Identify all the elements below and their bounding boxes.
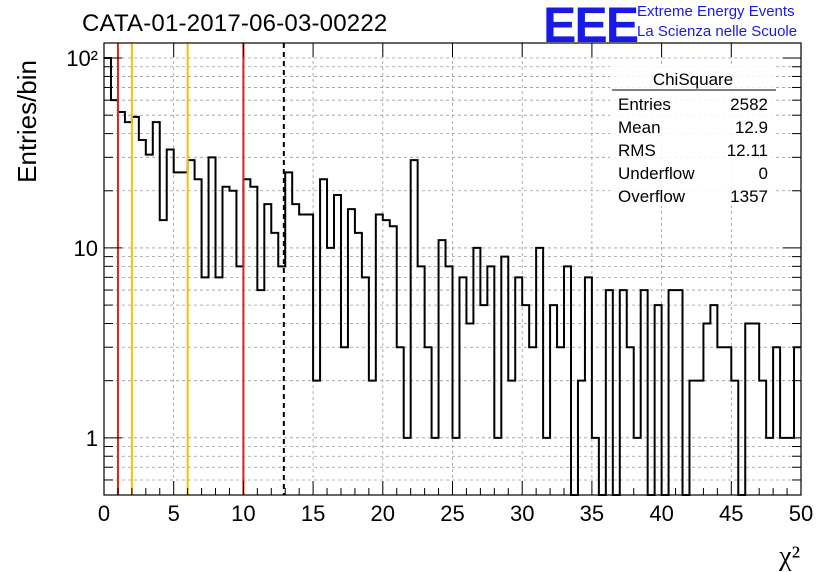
- histogram-bin: [153, 122, 160, 495]
- x-tick-label: 5: [168, 501, 180, 526]
- y-axis-label: Entries/bin: [12, 60, 42, 183]
- histogram-bin: [355, 233, 362, 495]
- histogram-bin: [397, 347, 404, 495]
- stats-label: Overflow: [618, 187, 686, 206]
- histogram-bin: [627, 347, 634, 495]
- histogram-bin: [411, 160, 418, 495]
- histogram-bin: [334, 195, 341, 495]
- histogram-bin: [703, 324, 710, 495]
- histogram-bin: [459, 277, 466, 495]
- histogram-bin: [515, 277, 522, 495]
- histogram-bin: [522, 305, 529, 495]
- histogram-bin: [585, 277, 592, 495]
- stats-value: 2582: [730, 95, 768, 114]
- histogram-bin: [425, 347, 432, 495]
- histogram-bin: [655, 305, 662, 495]
- stats-label: RMS: [618, 141, 656, 160]
- histogram-bin: [209, 157, 216, 495]
- x-axis-label: χ²: [778, 541, 800, 572]
- histogram-bin: [195, 179, 202, 495]
- histogram-series: [104, 57, 801, 496]
- x-tick-label: 35: [580, 501, 604, 526]
- x-tick-label: 15: [301, 501, 325, 526]
- stats-label: Entries: [618, 95, 671, 114]
- histogram-bin: [222, 187, 229, 495]
- histogram-bin: [710, 305, 717, 495]
- x-tick-label: 25: [440, 501, 464, 526]
- histogram-bin: [620, 290, 627, 495]
- histogram-bin: [188, 160, 195, 495]
- y-tick-label: 1: [86, 426, 98, 451]
- histogram-bin: [669, 290, 676, 495]
- y-tick-label: 10²: [66, 46, 98, 71]
- y-axis: 1 10 10²: [66, 46, 801, 496]
- histogram-bin: [550, 305, 557, 495]
- histogram-bin: [257, 290, 264, 495]
- histogram-bin: [676, 290, 683, 495]
- logo-line-1: Extreme Energy Events: [637, 3, 795, 20]
- stats-value: 12.11: [727, 141, 768, 160]
- histogram-bin: [606, 290, 613, 495]
- histogram-bin: [641, 290, 648, 495]
- x-axis: 0 5 10 15 20 25 30 35 40 45 50: [98, 43, 813, 526]
- logo-line-2: La Scienza nelle Scuole: [637, 23, 798, 40]
- histogram-bin: [139, 140, 146, 495]
- histogram-bin: [529, 347, 536, 495]
- histogram-bin: [111, 100, 118, 495]
- x-tick-label: 30: [510, 501, 534, 526]
- x-tick-label: 50: [789, 501, 813, 526]
- x-tick-label: 40: [649, 501, 673, 526]
- histogram-bin: [501, 257, 508, 495]
- x-tick-label: 0: [98, 501, 110, 526]
- histogram-bin: [383, 220, 390, 495]
- stats-label: Mean: [618, 118, 661, 137]
- histogram-bin: [167, 149, 174, 495]
- histogram-bin: [216, 277, 223, 495]
- histogram-bin: [132, 117, 139, 495]
- y-tick-label: 10: [74, 236, 98, 261]
- histogram-bin: [536, 248, 543, 495]
- stats-value: 12.9: [735, 118, 768, 137]
- histogram-bin: [229, 191, 236, 495]
- marker-lines: [116, 43, 285, 495]
- x-tick-label: 10: [231, 501, 255, 526]
- stats-label: Underflow: [618, 164, 695, 183]
- histogram-bin: [327, 248, 334, 495]
- histogram-bin: [160, 220, 167, 495]
- histogram-bin: [348, 209, 355, 495]
- eee-logo: EEE Extreme Energy Events La Scienza nel…: [543, 0, 836, 53]
- histogram-bin: [202, 277, 209, 495]
- histogram-bin: [362, 277, 369, 495]
- histogram-bin: [752, 324, 759, 495]
- histogram-bin: [243, 179, 250, 495]
- stats-title: ChiSquare: [653, 70, 733, 89]
- histogram-bin: [104, 58, 111, 495]
- stats-box: ChiSquare Entries 2582 Mean 12.9 RMS 12.11 Und…: [610, 66, 776, 206]
- histogram-outline: [104, 57, 801, 496]
- histogram-bin: [480, 305, 487, 495]
- histogram-bin: [466, 324, 473, 495]
- histogram-bin: [439, 240, 446, 495]
- histogram-bin: [717, 347, 724, 495]
- histogram-bin: [250, 187, 257, 495]
- histogram-bin: [724, 347, 731, 495]
- histogram-bin: [320, 179, 327, 495]
- x-tick-label: 45: [719, 501, 743, 526]
- histogram-bin: [773, 347, 780, 495]
- histogram-bin: [271, 233, 278, 495]
- histogram-bin: [146, 155, 153, 495]
- page-title: CATA-01-2017-06-03-00222: [82, 10, 388, 37]
- eee-logo-mark: EEE: [543, 0, 639, 53]
- histogram-bin: [794, 347, 801, 495]
- histogram-bin: [341, 347, 348, 495]
- histogram-bin: [557, 347, 564, 495]
- x-tick-label: 20: [371, 501, 395, 526]
- stats-value: 1357: [730, 187, 768, 206]
- histogram-bin: [473, 248, 480, 495]
- histogram-bin: [745, 324, 752, 495]
- histogram-bin: [125, 122, 132, 495]
- stats-rows: Entries 2582 Mean 12.9 RMS 12.11 Underflow 0 Ove…: [618, 95, 768, 206]
- stats-value: 0: [759, 164, 768, 183]
